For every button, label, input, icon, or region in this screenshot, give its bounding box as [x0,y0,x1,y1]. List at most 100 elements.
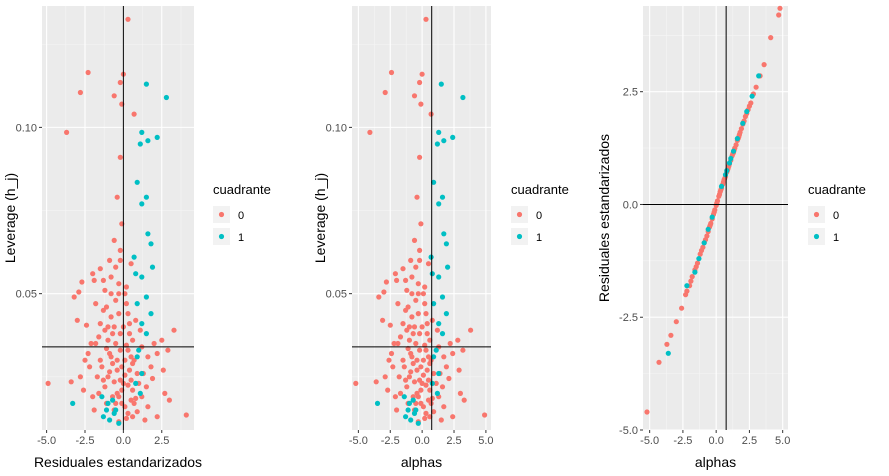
data-point-cuadrante-0 [107,257,113,263]
data-point-cuadrante-0 [401,364,407,370]
data-point-cuadrante-1 [445,264,451,270]
data-point-cuadrante-1 [406,400,412,406]
legend-title: cuadrante [213,182,271,197]
data-point-cuadrante-1 [441,231,447,237]
data-point-cuadrante-0 [408,257,414,263]
data-point-cuadrante-0 [134,370,140,377]
data-point-cuadrante-1 [724,168,730,174]
data-point-cuadrante-0 [123,284,129,290]
chart-panel-2: -5.0 -2.5 0.0 2.5 5.0 0.05 0.10 alphas Leverage … [312,6,569,470]
data-point-cuadrante-0 [128,261,134,267]
data-point-cuadrante-1 [131,254,137,260]
data-point-cuadrante-0 [373,379,379,385]
data-point-cuadrante-1 [136,347,142,353]
data-point-cuadrante-1 [149,264,156,270]
data-point-cuadrante-0 [413,264,419,270]
data-point-cuadrante-0 [116,311,122,317]
data-point-cuadrante-0 [391,340,397,347]
data-point-cuadrante-0 [94,374,100,380]
legend-label: 1 [833,232,839,244]
legend-label: 0 [536,210,542,222]
x-tick-label: 2.5 [742,435,757,447]
legend-label: 1 [536,232,542,244]
data-point-cuadrante-0 [387,322,393,328]
data-point-cuadrante-0 [668,332,674,338]
data-point-cuadrante-0 [93,340,99,347]
data-point-cuadrante-1 [116,420,122,426]
panel-background [42,6,194,430]
data-point-cuadrante-0 [410,360,416,367]
x-tick-label: -5.0 [37,435,56,447]
data-point-cuadrante-0 [82,357,88,363]
data-point-cuadrante-0 [97,266,103,272]
data-point-cuadrante-0 [131,357,137,363]
legend-label: 0 [833,210,839,222]
data-point-cuadrante-0 [395,340,401,347]
x-axis-title: alphas [695,454,736,470]
data-point-cuadrante-0 [443,364,449,370]
data-point-cuadrante-0 [433,380,439,386]
data-point-cuadrante-0 [103,304,110,310]
data-point-cuadrante-0 [415,394,421,400]
data-point-cuadrante-0 [114,194,120,200]
y-tick-label: -2.5 [619,312,638,324]
data-point-cuadrante-0 [125,311,131,317]
y-tick-label: -5.0 [619,425,638,437]
data-point-cuadrante-0 [126,367,133,373]
data-point-cuadrante-1 [443,241,449,247]
data-point-cuadrante-0 [74,317,80,323]
data-point-cuadrante-0 [125,16,131,22]
data-point-cuadrante-0 [353,380,359,386]
data-point-cuadrante-1 [740,120,746,126]
data-point-cuadrante-0 [415,281,421,287]
data-point-cuadrante-0 [108,354,114,360]
data-point-cuadrante-1 [143,294,149,300]
data-point-cuadrante-1 [436,274,442,280]
data-point-cuadrante-0 [434,327,440,333]
data-point-cuadrante-1 [403,414,409,420]
data-point-cuadrante-1 [148,311,154,317]
data-point-cuadrante-0 [77,374,83,380]
data-point-cuadrante-0 [111,93,117,99]
data-point-cuadrante-0 [409,291,415,297]
x-tick-label: -2.5 [673,435,692,447]
data-point-cuadrante-1 [145,231,151,237]
data-point-cuadrante-1 [436,321,442,327]
data-point-cuadrante-0 [431,409,437,415]
data-point-cuadrante-0 [125,347,131,353]
data-point-cuadrante-1 [436,370,442,377]
data-point-cuadrante-1 [143,81,149,87]
data-point-cuadrante-0 [418,101,424,107]
data-point-cuadrante-0 [698,247,705,254]
data-point-cuadrante-1 [684,283,690,289]
data-point-cuadrante-0 [768,35,774,41]
data-point-cuadrante-1 [460,94,466,101]
data-point-cuadrante-1 [749,93,755,99]
data-point-cuadrante-1 [405,407,411,413]
data-point-cuadrante-0 [457,390,463,396]
data-point-cuadrante-0 [424,321,430,327]
data-point-cuadrante-0 [415,291,421,297]
data-point-cuadrante-0 [420,291,426,297]
data-point-cuadrante-0 [381,289,387,295]
y-tick-label: 0.10 [16,122,37,134]
data-point-cuadrante-0 [446,375,452,382]
data-point-cuadrante-0 [114,367,120,373]
data-point-cuadrante-0 [80,387,87,393]
data-point-cuadrante-1 [163,94,169,101]
data-point-cuadrante-0 [673,319,679,325]
data-point-cuadrante-0 [113,264,119,270]
data-point-cuadrante-0 [388,69,395,76]
data-point-cuadrante-0 [71,294,77,300]
data-point-cuadrante-0 [91,277,97,283]
data-point-cuadrante-0 [450,414,456,420]
x-tick-label: 5.0 [775,435,790,447]
data-point-cuadrante-1 [107,417,113,423]
data-point-cuadrante-0 [456,367,462,373]
data-point-cuadrante-0 [425,261,432,267]
data-point-cuadrante-0 [110,360,116,367]
data-point-cuadrante-1 [137,390,143,396]
data-point-cuadrante-0 [149,375,156,382]
data-point-cuadrante-1 [103,407,110,413]
data-point-cuadrante-0 [396,374,402,380]
